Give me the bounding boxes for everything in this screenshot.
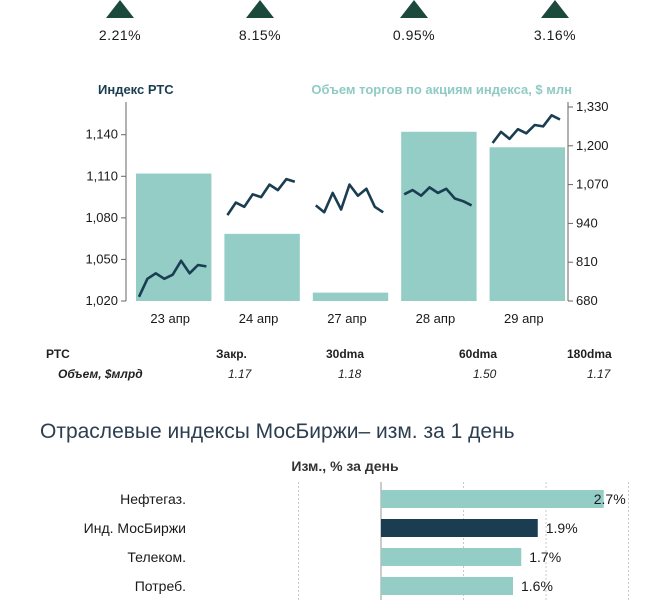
left-tick-label: 1,080 [85, 210, 118, 225]
change-percent: 8.15% [238, 27, 282, 43]
left-tick-label: 1,050 [85, 251, 118, 266]
index-change-4: 3.16% [505, 0, 605, 43]
rts-volume-chart: Индекс РТС Объем торгов по акциям индекс… [85, 82, 609, 326]
stats-header-30dma: 30dma [326, 347, 365, 361]
value-label: 1.7% [529, 549, 561, 565]
stats-value-180dma: 1.17 [587, 367, 611, 381]
rts-index-line [226, 177, 296, 216]
change-bar [381, 490, 604, 508]
legend-volume: Объем торгов по акциям индекса, $ млн [311, 82, 572, 97]
rts-index-line [314, 183, 384, 214]
category-label: Телеком. [127, 549, 186, 565]
change-bar [381, 548, 522, 566]
right-tick-label: 680 [576, 293, 598, 308]
category-label: Потреб. [135, 578, 186, 594]
change-percent: 0.95% [392, 27, 436, 43]
triangle-up-icon [541, 0, 569, 18]
change-bar [381, 577, 513, 595]
stats-header-60dma: 60dma [459, 347, 498, 361]
right-tick-label: 810 [576, 254, 598, 269]
rts-index-line [403, 186, 473, 207]
value-label: 2.7% [594, 491, 626, 507]
stats-header-rts: РТС [46, 347, 70, 361]
left-tick-label: 1,020 [85, 293, 118, 308]
volume-bar [401, 131, 477, 301]
volume-bar [136, 173, 212, 301]
category-label: Инд. МосБиржи [84, 520, 186, 536]
volume-stats-table: РТС Закр. 30dma 60dma 180dma Объем, $млр… [0, 346, 650, 386]
right-tick-label: 1,070 [576, 177, 609, 192]
section-title: Отраслевые индексы МосБиржи– изм. за 1 д… [40, 420, 515, 443]
triangle-up-icon [246, 0, 274, 18]
sector-change-chart: Изм., % за день Нефтегаз. 2.7% Инд. МосБир… [84, 458, 629, 600]
triangle-up-icon [106, 0, 134, 18]
x-tick-label: 29 апр [504, 311, 544, 326]
legend-rts-index: Индекс РТС [98, 82, 174, 97]
rts-index-line [137, 259, 207, 298]
x-tick-label: 23 апр [150, 311, 190, 326]
volume-bar [224, 233, 300, 301]
value-label: 1.6% [521, 578, 553, 594]
left-tick-label: 1,110 [86, 168, 118, 183]
stats-header-180dma: 180dma [567, 347, 612, 361]
change-bar [381, 519, 538, 537]
value-label: 1.9% [546, 520, 578, 536]
stats-row-label: Объем, $млрд [58, 367, 143, 381]
right-tick-label: 940 [576, 215, 598, 230]
right-tick-label: 1,330 [576, 99, 609, 114]
rts-index-line [491, 113, 561, 144]
x-tick-label: 27 апр [327, 311, 367, 326]
volume-bar [489, 147, 565, 301]
index-change-3: 0.95% [364, 0, 464, 43]
stats-value-60dma: 1.50 [473, 367, 497, 381]
chart-title: Изм., % за день [291, 458, 399, 474]
x-tick-label: 24 апр [239, 311, 279, 326]
right-tick-label: 1,200 [576, 138, 609, 153]
triangle-up-icon [400, 0, 428, 18]
volume-bar [312, 292, 389, 301]
change-percent: 3.16% [533, 27, 577, 43]
stats-value-30dma: 1.18 [338, 367, 362, 381]
index-change-1: 2.21% [70, 0, 170, 43]
category-label: Нефтегаз. [120, 491, 186, 507]
stats-header-close: Закр. [216, 347, 247, 361]
index-change-2: 8.15% [210, 0, 310, 43]
change-percent: 2.21% [98, 27, 142, 43]
left-tick-label: 1,140 [85, 127, 118, 142]
stats-value-close: 1.17 [228, 367, 252, 381]
x-tick-label: 28 апр [416, 311, 456, 326]
